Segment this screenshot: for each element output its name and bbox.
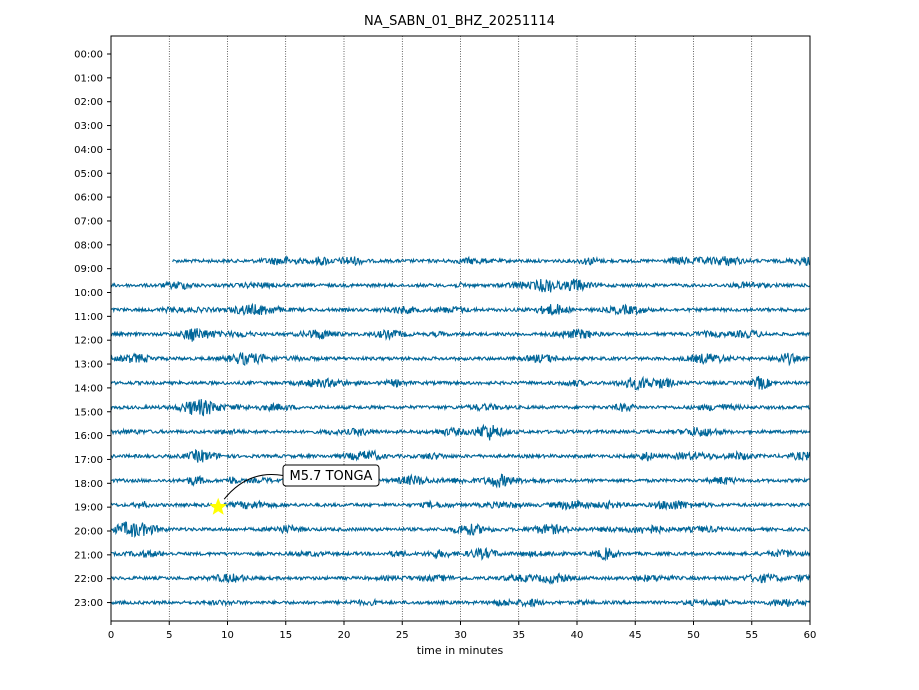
x-tick-label: 60: [804, 630, 817, 641]
trace-1100: [110, 302, 810, 316]
y-tick-label: 14:00: [74, 383, 103, 394]
trace-1800: [110, 473, 810, 489]
trace-1600: [110, 423, 811, 441]
y-tick-label: 07:00: [74, 216, 103, 227]
y-tick-label: 12:00: [74, 336, 103, 347]
x-tick-label: 0: [108, 630, 114, 641]
y-axis: 00:00 01:00 02:00 03:00 04:00 05:00 06:00 07:00…: [74, 50, 111, 609]
y-tick-label: 15:00: [74, 407, 103, 418]
trace-2100: [110, 546, 811, 562]
y-tick-label: 17:00: [74, 455, 103, 466]
y-tick-label: 01:00: [74, 73, 103, 84]
seismic-traces: [110, 255, 811, 608]
trace-2200: [110, 572, 811, 586]
y-tick-label: 04:00: [74, 145, 103, 156]
trace-1900: [110, 499, 810, 511]
y-tick-label: 10:00: [74, 288, 103, 299]
trace-1400: [110, 375, 811, 392]
x-tick-label: 40: [571, 630, 584, 641]
y-tick-label: 05:00: [74, 169, 103, 180]
trace-1300: [110, 351, 810, 367]
y-tick-label: 02:00: [74, 97, 103, 108]
y-tick-label: 11:00: [74, 312, 103, 323]
y-tick-label: 21:00: [74, 550, 103, 561]
trace-2000: [111, 521, 810, 539]
vertical-grid-lines: [168, 36, 753, 621]
trace-1000: [110, 278, 810, 293]
trace-1500: [110, 399, 810, 417]
y-tick-label: 22:00: [74, 574, 103, 585]
x-tick-label: 50: [687, 630, 700, 641]
x-axis: 0 5 10 15 20 25 30 35 40 45 50 55 60: [108, 621, 817, 641]
x-tick-label: 45: [629, 630, 642, 641]
y-tick-label: 09:00: [74, 264, 103, 275]
y-tick-label: 06:00: [74, 193, 103, 204]
y-tick-label: 03:00: [74, 121, 103, 132]
x-tick-label: 55: [745, 630, 758, 641]
chart-title: NA_SABN_01_BHZ_20251114: [364, 14, 555, 29]
event-star-marker: [209, 497, 228, 515]
event-callout-arrow: [223, 474, 284, 500]
x-tick-label: 25: [396, 630, 409, 641]
y-tick-label: 00:00: [74, 50, 103, 61]
event-annotation: M5.7 TONGA: [209, 464, 380, 515]
x-tick-label: 35: [512, 630, 525, 641]
y-tick-label: 18:00: [74, 479, 103, 490]
x-axis-label: time in minutes: [417, 644, 504, 657]
x-tick-label: 20: [338, 630, 351, 641]
x-tick-label: 15: [279, 630, 292, 641]
y-tick-label: 08:00: [74, 240, 103, 251]
y-tick-label: 20:00: [74, 527, 103, 538]
y-tick-label: 23:00: [74, 598, 103, 609]
event-label-box: [282, 464, 380, 487]
y-tick-label: 13:00: [74, 360, 103, 371]
y-tick-label: 19:00: [74, 503, 103, 514]
trace-1700: [110, 448, 811, 463]
x-tick-label: 5: [166, 630, 172, 641]
y-tick-label: 16:00: [74, 431, 103, 442]
trace-0900: [172, 255, 811, 267]
event-label: M5.7 TONGA: [290, 469, 373, 484]
x-tick-label: 10: [221, 630, 234, 641]
trace-1200: [110, 328, 810, 342]
x-tick-label: 30: [454, 630, 467, 641]
trace-2300: [110, 597, 811, 608]
